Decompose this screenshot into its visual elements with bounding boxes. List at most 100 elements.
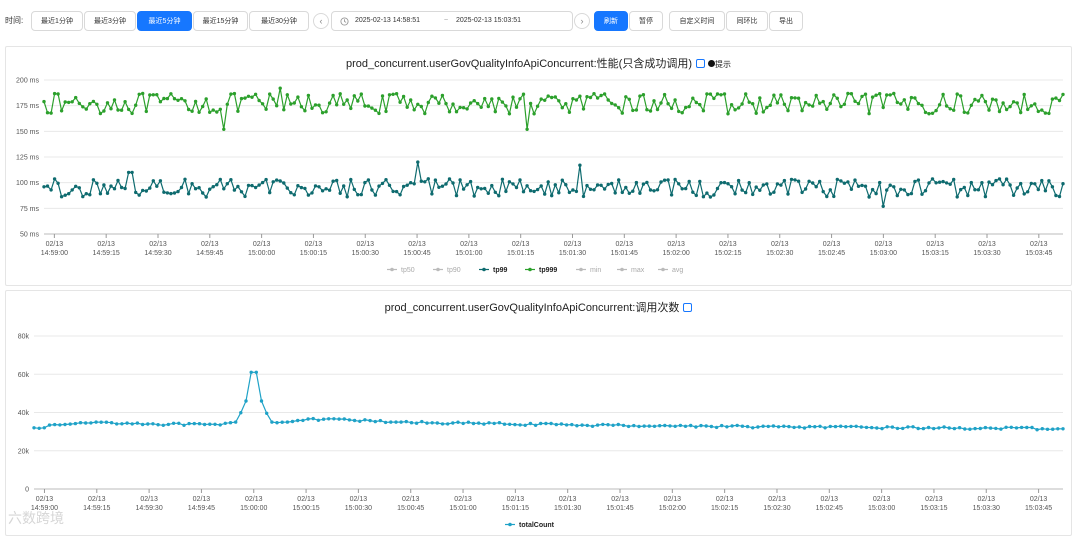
data-point-tp999 [95,102,99,106]
copy-icon[interactable] [696,59,705,68]
data-point-tp99 [662,178,667,182]
legend-item-tp90[interactable]: tp90 [433,267,461,274]
data-point-tp999 [581,107,586,111]
compare-button[interactable]: 同环比 [726,11,768,31]
x-tick-date: 02/13 [559,496,577,503]
data-point-tp999 [518,97,522,101]
data-point-totalCount [601,422,605,427]
data-point-tp99 [511,182,515,186]
data-point-tp99 [987,180,991,184]
data-point-tp99 [398,193,402,197]
data-point-tp999 [994,98,998,102]
data-point-tp999 [222,127,226,131]
data-point-totalCount [818,424,822,428]
data-point-tp99 [955,195,959,199]
data-point-tp99 [218,177,222,182]
data-point-tp99 [141,188,145,193]
data-point-tp99 [313,184,318,188]
data-point-totalCount [270,420,274,424]
data-point-totalCount [575,424,579,428]
prev-range-button[interactable]: ‹ [313,13,329,29]
data-point-totalCount [761,424,765,428]
data-point-tp999 [126,107,131,112]
hint-label[interactable]: 提示 [715,60,731,69]
quick-range-15min-button[interactable]: 最近15分钟 [193,11,248,31]
copy-icon[interactable] [683,303,693,312]
data-point-totalCount [854,424,858,428]
data-point-totalCount [321,417,326,421]
data-point-tp999 [134,103,138,107]
data-point-tp99 [617,178,621,182]
export-button[interactable]: 导出 [769,11,803,31]
data-point-tp99 [465,183,469,187]
data-point-tp99 [631,189,635,193]
range-end-text: 2025-02-13 15:03:51 [456,17,521,24]
data-point-totalCount [337,417,341,421]
legend-item-avg[interactable]: avg [658,267,683,274]
data-point-tp999 [243,96,247,100]
data-point-tp99 [327,188,332,192]
data-point-tp99 [338,191,342,195]
data-point-totalCount [213,422,217,426]
data-point-tp999 [454,110,459,114]
legend-item-tp50[interactable]: tp50 [387,267,415,274]
data-point-tp999 [1043,111,1048,115]
legend-item-tp99[interactable]: tp99 [479,267,508,274]
help-icon[interactable] [708,60,715,67]
legend-item-max[interactable]: max [617,267,645,274]
data-point-tp999 [1008,104,1012,109]
legend-item-tp999[interactable]: tp999 [525,267,557,274]
data-point-tp999 [282,108,286,112]
data-point-tp999 [641,93,646,97]
data-point-tp99 [483,186,487,191]
data-point-tp99 [310,191,314,195]
data-point-tp99 [461,187,466,191]
custom-time-button[interactable]: 自定义时间 [669,11,725,31]
quick-range-5min-button[interactable]: 最近5分钟 [137,11,192,31]
x-tick-date: 02/13 [611,496,629,503]
y-tick-label: 50 ms [20,232,40,239]
data-point-totalCount [290,419,295,424]
data-point-tp999 [535,104,540,108]
data-point-tp99 [190,182,194,186]
data-point-tp999 [500,100,505,104]
data-point-tp999 [116,108,120,112]
data-point-totalCount [1030,425,1034,430]
data-point-tp999 [380,94,385,98]
data-point-totalCount [564,423,569,427]
data-point-tp999 [751,102,755,106]
data-point-tp999 [528,101,533,106]
data-point-tp99 [144,189,148,193]
pause-button[interactable]: 暂停 [629,11,663,31]
legend-item-totalCount[interactable]: totalCount [505,522,555,529]
data-point-tp99 [948,182,952,186]
data-point-tp999 [451,102,455,106]
data-point-tp999 [966,111,970,115]
refresh-button[interactable]: 刷新 [594,11,628,31]
data-point-tp99 [380,181,385,186]
x-tick-date: 02/13 [408,241,426,248]
x-tick-time: 15:01:30 [559,250,586,257]
quick-range-30min-button[interactable]: 最近30分钟 [249,11,309,31]
data-point-tp999 [913,96,917,100]
data-point-totalCount [797,425,801,429]
data-point-tp999 [398,100,402,104]
data-point-tp99 [775,182,780,186]
data-point-totalCount [978,426,982,431]
time-range-picker[interactable]: 2025-02-13 14:58:51 ~ 2025-02-13 15:03:5… [331,11,573,31]
data-point-tp99 [211,185,215,189]
quick-range-1min-button[interactable]: 最近1分钟 [31,11,83,31]
data-point-tp999 [141,91,145,96]
data-point-totalCount [885,425,889,429]
x-tick-date: 02/13 [454,496,472,503]
data-point-tp99 [927,181,931,185]
legend-item-min[interactable]: min [576,267,601,274]
data-point-totalCount [952,426,957,431]
legend-dot-icon [579,267,583,272]
data-point-totalCount [146,422,150,426]
data-point-tp999 [409,98,413,102]
next-range-button[interactable]: › [574,13,590,29]
data-point-tp99 [148,186,152,190]
quick-range-3min-button[interactable]: 最近3分钟 [84,11,136,31]
data-point-tp999 [631,108,635,113]
